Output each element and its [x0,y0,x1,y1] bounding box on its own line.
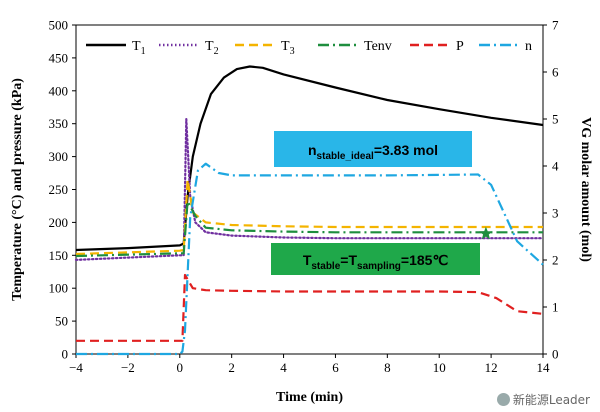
annotation-text-part: sampling [357,261,401,272]
legend-label-p: P [456,39,464,54]
series-line-n [76,162,544,356]
x-tick-label: 14 [537,360,551,375]
legend-label-sub: 2 [214,46,219,57]
y-left-tick-label: 100 [49,281,69,296]
annotation-n-stable-box [274,131,472,167]
series-line-p [76,273,544,342]
x-tick-label: 2 [228,360,235,375]
x-tick-label: 8 [384,360,391,375]
annotation-text-part: =T [340,252,357,268]
annotation-text-part: =185℃ [401,252,449,268]
y-left-tick-label: 200 [49,215,69,230]
x-tick-label: −4 [69,360,83,375]
y-right-tick-label: 5 [552,112,559,127]
legend-label-t2: T2 [205,39,219,57]
annotations: nstable_ideal=3.83 molTstable=Tsampling=… [271,131,480,275]
annotation-n-stable: nstable_ideal=3.83 mol [308,142,438,162]
y-left-tick-label: 50 [55,314,68,329]
y-right-tick-label: 7 [552,18,559,33]
y-left-tick-label: 500 [49,18,69,33]
y-left-tick-label: 300 [49,149,69,164]
series-line-t3 [75,178,543,256]
legend-label-t3: T3 [281,39,295,57]
axes: −4 −2 0 2 4 6 8 10 12 140501001502002503003504004… [10,18,593,406]
x-tick-label: 6 [332,360,339,375]
legend-label-main: T [281,39,290,54]
y-left-tick-label: 350 [49,116,69,131]
legend-label-main: T [205,39,214,54]
y-right-tick-label: 1 [552,300,559,315]
y-left-tick-label: 400 [49,83,69,98]
series-layer [74,65,545,356]
legend-label-t1: T1 [132,39,146,57]
y-axis-right-label: VG molar amount (mol) [578,117,593,262]
y-right-tick-label: 0 [552,347,559,362]
annotation-t-stable-box [271,243,480,275]
y-axis-left-label: Temperature (°C) and pressure (kPa) [10,78,25,301]
x-tick-label: 4 [280,360,287,375]
x-axis-label: Time (min) [276,390,343,405]
watermark: 新能源Leader [496,391,590,408]
y-right-tick-label: 3 [552,206,559,221]
legend-label-main: T [132,39,141,54]
y-right-tick-label: 4 [552,159,559,174]
x-tick-label: 12 [485,360,498,375]
legend-label-sub: 1 [141,46,146,57]
series-line-t2 [74,117,545,261]
y-right-tick-label: 2 [552,253,559,268]
legend-label-sub: 3 [290,46,295,57]
annotation-text-part: stable [311,261,340,272]
x-tick-label: −2 [121,360,135,375]
legend-label-main: n [525,39,532,54]
legend-label-n: n [525,39,532,54]
annotation-text-part: stable_ideal [317,151,374,162]
star-marker [479,226,493,240]
wechat-icon [496,393,510,406]
annotation-t-stable: Tstable=Tsampling=185℃ [303,252,449,272]
legend-label-main: P [456,39,464,54]
y-left-tick-label: 250 [49,182,69,197]
legend-label-main: Tenv [364,39,392,54]
watermark-text: 新能源Leader [512,393,590,407]
legend-label-tenv: Tenv [364,39,392,54]
x-tick-label: 0 [177,360,184,375]
y-left-tick-label: 150 [49,248,69,263]
y-right-tick-label: 6 [552,65,559,80]
y-left-tick-label: 0 [62,347,69,362]
annotation-text-part: =3.83 mol [374,142,438,158]
x-tick-label: 10 [433,360,446,375]
y-left-tick-label: 450 [49,50,69,65]
series-line-tenv [75,200,543,258]
annotation-text-part: n [308,142,317,158]
annotation-text-part: T [303,252,312,268]
